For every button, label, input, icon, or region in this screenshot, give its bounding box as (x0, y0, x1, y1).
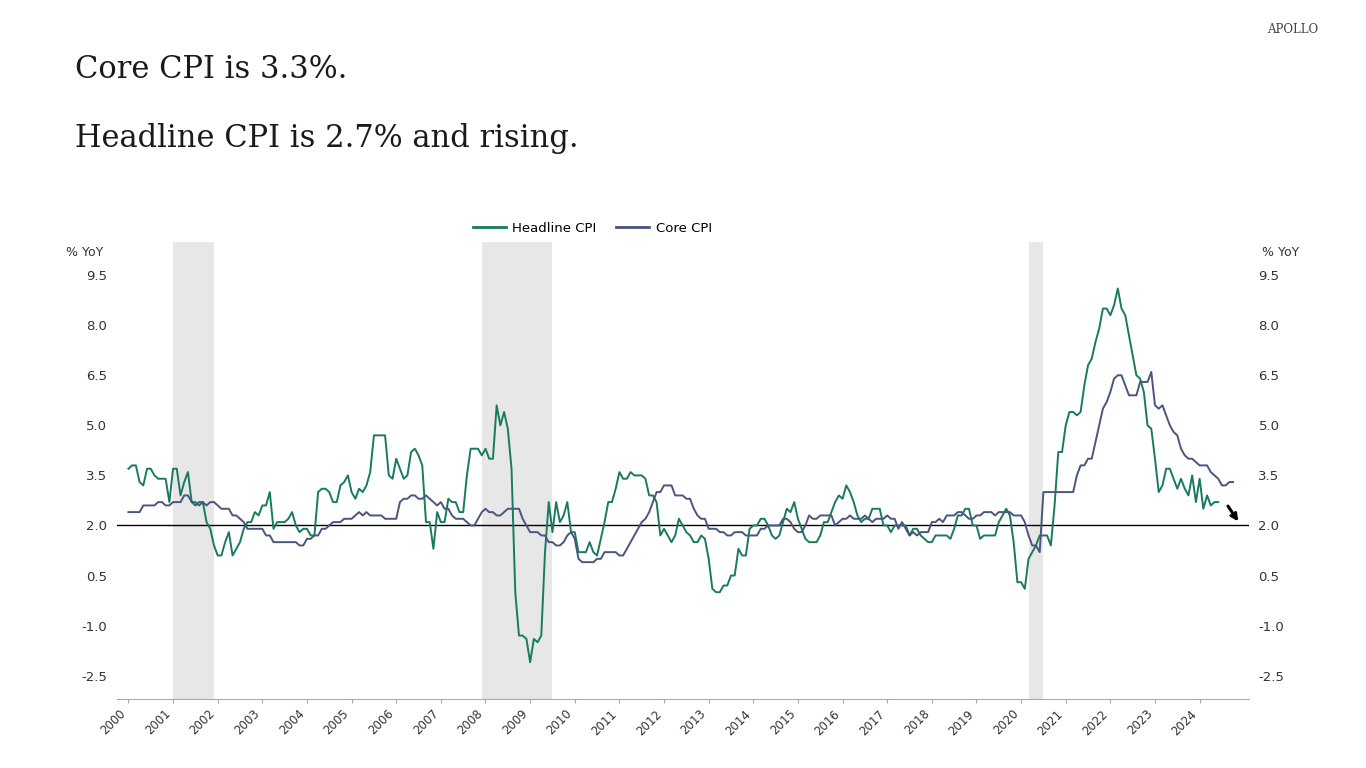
Bar (173, 242, 214, 699)
Text: Headline CPI is 2.7% and rising.: Headline CPI is 2.7% and rising. (75, 123, 579, 154)
Text: % YoY: % YoY (67, 247, 104, 260)
Text: APOLLO: APOLLO (1268, 23, 1318, 36)
Text: % YoY: % YoY (1262, 247, 1299, 260)
Bar (482, 242, 552, 699)
Legend: Headline CPI, Core CPI: Headline CPI, Core CPI (467, 217, 717, 240)
Bar (1029, 242, 1044, 699)
Text: Core CPI is 3.3%.: Core CPI is 3.3%. (75, 54, 347, 84)
